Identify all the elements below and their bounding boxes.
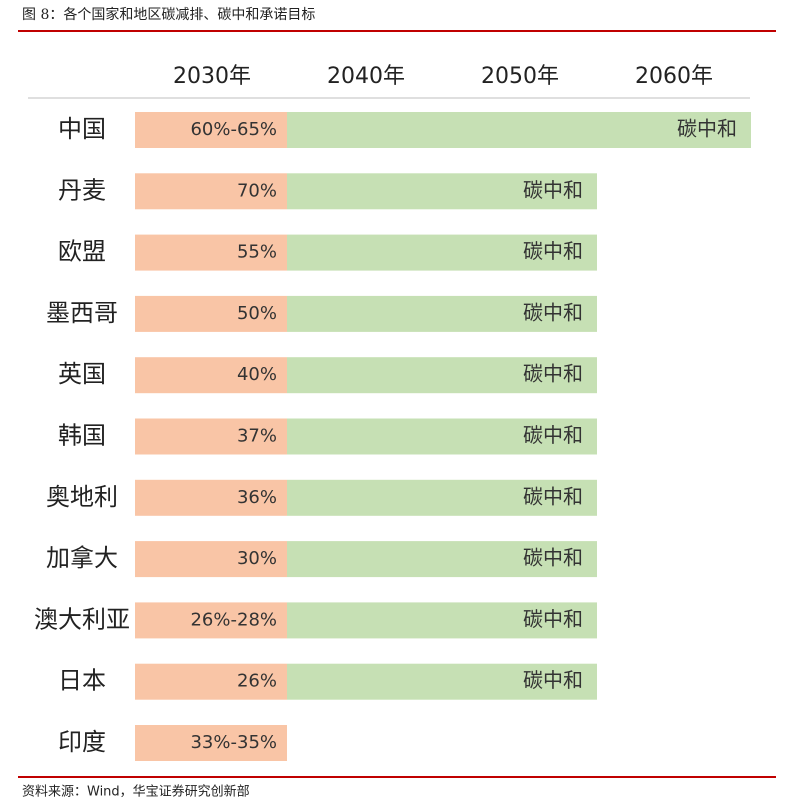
figure-title: 图 8：各个国家和地区碳减排、碳中和承诺目标	[22, 6, 315, 23]
neutral-bar	[287, 357, 597, 394]
target-label: 30%	[237, 548, 277, 569]
row-label: 日本	[58, 667, 106, 695]
neutral-bar	[287, 541, 597, 578]
target-bar	[135, 418, 287, 455]
neutral-bar	[287, 479, 597, 516]
row-label: 韩国	[58, 422, 106, 450]
neutral-bar	[287, 418, 597, 455]
target-label: 70%	[237, 180, 277, 201]
neutral-label: 碳中和	[523, 484, 583, 508]
row-label: 欧盟	[58, 238, 106, 266]
target-label: 26%	[237, 671, 277, 692]
target-label: 26%-28%	[190, 609, 277, 630]
neutral-label: 碳中和	[523, 607, 583, 631]
target-label: 37%	[237, 426, 277, 447]
column-header: 2030年	[173, 64, 251, 89]
row-label: 加拿大	[46, 544, 118, 572]
row-label: 奥地利	[46, 483, 118, 511]
target-bar	[135, 112, 287, 148]
target-label: 40%	[237, 364, 277, 385]
neutral-label: 碳中和	[523, 178, 583, 202]
neutral-label: 碳中和	[677, 117, 737, 141]
target-label: 55%	[237, 242, 277, 263]
target-bar	[135, 541, 287, 578]
row-label: 英国	[58, 360, 106, 388]
neutral-label: 碳中和	[523, 668, 583, 692]
target-bar	[135, 602, 287, 639]
row-label: 中国	[58, 115, 106, 143]
target-bar	[135, 234, 287, 271]
neutral-bar	[287, 663, 597, 700]
target-bar	[135, 479, 287, 516]
target-bar	[135, 357, 287, 394]
row-label: 丹麦	[58, 176, 106, 204]
target-label: 36%	[237, 487, 277, 508]
column-header: 2040年	[327, 64, 405, 89]
target-bar	[135, 725, 287, 761]
neutral-label: 碳中和	[523, 300, 583, 324]
target-label: 60%-65%	[190, 119, 277, 140]
target-bar	[135, 663, 287, 700]
row-label: 印度	[58, 728, 106, 756]
neutral-label: 碳中和	[523, 423, 583, 447]
neutral-bar	[287, 112, 751, 148]
row-label: 墨西哥	[46, 299, 118, 327]
neutral-label: 碳中和	[523, 546, 583, 570]
neutral-label: 碳中和	[523, 362, 583, 386]
neutral-bar	[287, 602, 597, 639]
neutral-bar	[287, 173, 597, 210]
column-header: 2060年	[635, 64, 713, 89]
source-note: 资料来源：Wind，华宝证券研究创新部	[22, 784, 250, 800]
neutral-bar	[287, 234, 597, 271]
neutral-bar	[287, 295, 597, 332]
row-label: 澳大利亚	[34, 605, 130, 633]
target-label: 50%	[237, 303, 277, 324]
neutral-label: 碳中和	[523, 239, 583, 263]
target-bar	[135, 173, 287, 210]
target-bar	[135, 295, 287, 332]
column-header: 2050年	[481, 64, 559, 89]
target-label: 33%-35%	[190, 732, 277, 753]
